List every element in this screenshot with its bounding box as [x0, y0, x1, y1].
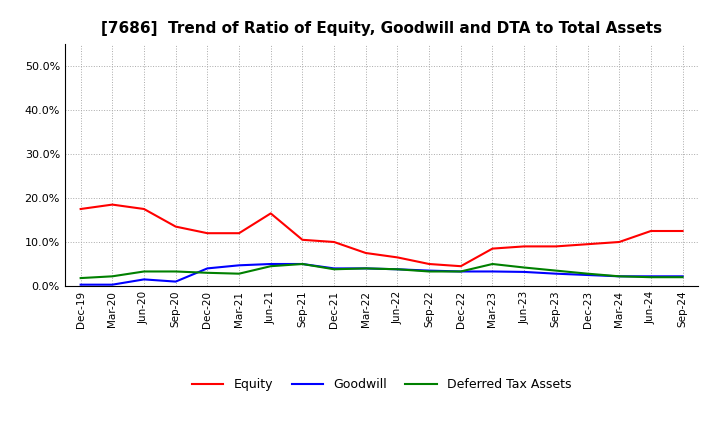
Deferred Tax Assets [361, 266, 370, 271]
Equity [266, 211, 275, 216]
Equity [488, 246, 497, 251]
Deferred Tax Assets [488, 261, 497, 267]
Goodwill [678, 274, 687, 279]
Goodwill [361, 266, 370, 271]
Deferred Tax Assets [583, 271, 592, 276]
Goodwill [456, 269, 465, 274]
Goodwill [203, 266, 212, 271]
Title: [7686]  Trend of Ratio of Equity, Goodwill and DTA to Total Assets: [7686] Trend of Ratio of Equity, Goodwil… [101, 21, 662, 36]
Equity [140, 206, 148, 212]
Deferred Tax Assets [456, 269, 465, 274]
Equity [298, 237, 307, 242]
Deferred Tax Assets [678, 275, 687, 280]
Deferred Tax Assets [171, 269, 180, 274]
Equity [615, 239, 624, 245]
Goodwill [298, 261, 307, 267]
Goodwill [76, 282, 85, 287]
Goodwill [171, 279, 180, 284]
Goodwill [330, 266, 338, 271]
Legend: Equity, Goodwill, Deferred Tax Assets: Equity, Goodwill, Deferred Tax Assets [187, 373, 576, 396]
Goodwill [488, 269, 497, 274]
Deferred Tax Assets [330, 267, 338, 272]
Line: Deferred Tax Assets: Deferred Tax Assets [81, 264, 683, 278]
Equity [520, 244, 528, 249]
Equity [583, 242, 592, 247]
Deferred Tax Assets [203, 270, 212, 275]
Deferred Tax Assets [615, 274, 624, 279]
Deferred Tax Assets [520, 265, 528, 270]
Line: Equity: Equity [81, 205, 683, 266]
Deferred Tax Assets [552, 268, 560, 273]
Deferred Tax Assets [76, 275, 85, 281]
Goodwill [615, 274, 624, 279]
Deferred Tax Assets [647, 275, 655, 280]
Goodwill [552, 271, 560, 276]
Goodwill [583, 272, 592, 278]
Equity [647, 228, 655, 234]
Goodwill [425, 268, 433, 273]
Equity [171, 224, 180, 229]
Equity [425, 261, 433, 267]
Equity [552, 244, 560, 249]
Equity [235, 231, 243, 236]
Goodwill [520, 269, 528, 275]
Equity [76, 206, 85, 212]
Deferred Tax Assets [298, 261, 307, 267]
Deferred Tax Assets [108, 274, 117, 279]
Deferred Tax Assets [235, 271, 243, 276]
Equity [330, 239, 338, 245]
Goodwill [140, 277, 148, 282]
Equity [203, 231, 212, 236]
Goodwill [647, 274, 655, 279]
Deferred Tax Assets [393, 267, 402, 272]
Equity [678, 228, 687, 234]
Goodwill [266, 261, 275, 267]
Deferred Tax Assets [425, 269, 433, 274]
Goodwill [108, 282, 117, 287]
Line: Goodwill: Goodwill [81, 264, 683, 285]
Equity [108, 202, 117, 207]
Equity [361, 250, 370, 256]
Goodwill [235, 263, 243, 268]
Deferred Tax Assets [266, 264, 275, 269]
Equity [393, 255, 402, 260]
Goodwill [393, 267, 402, 272]
Deferred Tax Assets [140, 269, 148, 274]
Equity [456, 264, 465, 269]
